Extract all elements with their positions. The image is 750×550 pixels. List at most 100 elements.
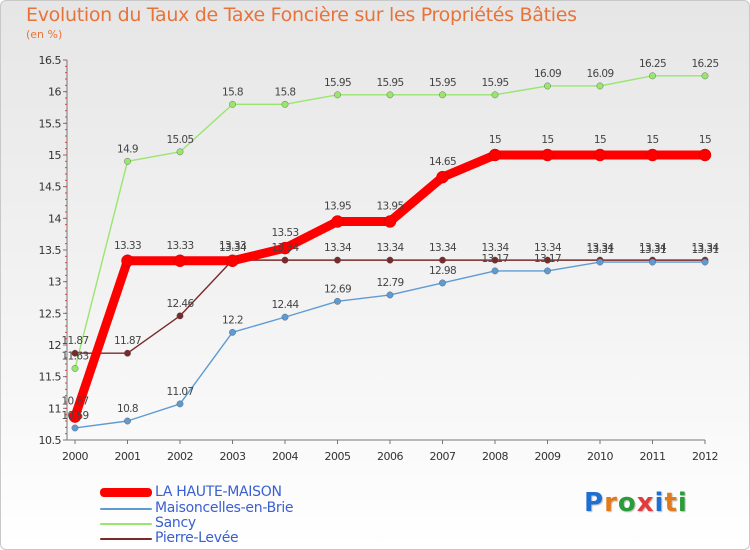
legend-label: Sancy <box>155 515 196 531</box>
data-point <box>124 349 131 357</box>
y-tick-label: 15.5 <box>39 117 62 130</box>
logo-letter: x <box>636 488 655 518</box>
y-tick-label: 11.5 <box>39 371 62 384</box>
data-point <box>334 256 341 264</box>
data-label: 15.8 <box>275 86 296 98</box>
data-label: 13.34 <box>691 242 719 254</box>
legend-swatch <box>100 523 152 525</box>
data-point <box>439 279 446 287</box>
data-label: 15.8 <box>222 86 243 98</box>
data-point <box>439 91 446 99</box>
data-point <box>71 365 79 372</box>
y-tick-label: 12 <box>48 339 61 352</box>
data-point <box>488 148 502 162</box>
data-label: 12.79 <box>376 277 403 289</box>
data-point <box>281 313 289 321</box>
legend-swatch <box>100 488 152 497</box>
data-label: 13.53 <box>271 227 298 239</box>
data-point <box>593 148 607 162</box>
unit-label: (en %) <box>26 28 63 41</box>
logo-letter: i <box>654 488 665 518</box>
data-label: 12.44 <box>271 299 299 311</box>
data-point <box>226 254 239 268</box>
x-tick-label: 2005 <box>325 450 351 463</box>
data-label: 13.95 <box>324 201 351 213</box>
data-point <box>649 72 656 80</box>
chart-title: Evolution du Taux de Taxe Foncière sur l… <box>26 4 577 26</box>
data-point <box>124 417 131 425</box>
data-point <box>596 258 604 266</box>
x-tick-label: 2011 <box>640 450 666 463</box>
data-label: 15 <box>489 134 501 146</box>
data-label: 13.31 <box>586 244 613 256</box>
data-point <box>541 148 554 162</box>
data-label: 13.34 <box>219 242 247 254</box>
data-label: 11.87 <box>61 335 88 347</box>
data-label: 11.07 <box>166 386 193 398</box>
data-label: 10.69 <box>61 410 88 422</box>
data-point <box>701 258 709 266</box>
legend-swatch <box>100 508 152 510</box>
data-label: 13.31 <box>639 244 666 256</box>
data-label: 10.8 <box>117 403 138 415</box>
x-tick-label: 2012 <box>692 450 718 463</box>
data-point <box>544 256 551 264</box>
x-tick-label: 2000 <box>62 450 88 463</box>
data-label: 12.46 <box>166 298 194 310</box>
data-label: 13.17 <box>481 253 508 265</box>
data-point <box>383 215 397 228</box>
data-label: 11.63 <box>61 350 88 362</box>
data-label: 13.34 <box>586 242 614 254</box>
data-label: 15 <box>699 134 711 146</box>
y-tick-label: 10.5 <box>39 434 62 447</box>
data-label: 13.95 <box>376 201 403 213</box>
data-label: 12.2 <box>222 314 243 326</box>
data-label: 12.98 <box>429 265 456 277</box>
data-label: 13.34 <box>324 242 352 254</box>
data-point <box>544 267 551 275</box>
x-tick-label: 2007 <box>430 450 456 463</box>
data-point <box>701 72 709 80</box>
legend-label: Pierre-Levée <box>155 530 239 546</box>
data-label: 15 <box>594 134 606 146</box>
y-tick-label: 16 <box>48 86 61 99</box>
data-label: 13.34 <box>639 242 667 254</box>
data-label: 12.69 <box>324 283 351 295</box>
legend-label: LA HAUTE-MAISON <box>155 484 282 500</box>
data-point <box>121 254 134 268</box>
data-point <box>386 256 394 264</box>
data-point <box>386 291 394 299</box>
data-point <box>281 256 289 264</box>
y-tick-label: 16.5 <box>39 54 62 67</box>
data-point <box>278 241 292 255</box>
logo-letter: t <box>664 488 678 518</box>
data-point <box>176 148 184 156</box>
data-point <box>281 100 289 108</box>
data-label: 13.34 <box>271 242 299 254</box>
x-tick-label: 2004 <box>272 450 298 463</box>
data-label: 13.34 <box>429 242 457 254</box>
data-label: 15 <box>646 134 658 146</box>
data-point <box>646 148 659 162</box>
legend-swatch <box>100 538 152 540</box>
data-point <box>71 424 79 432</box>
data-point <box>176 400 184 408</box>
data-label: 13.17 <box>534 253 561 265</box>
data-point <box>649 258 656 266</box>
data-label: 13.31 <box>691 244 718 256</box>
data-label: 13.33 <box>114 240 141 252</box>
data-label: 16.25 <box>691 58 718 70</box>
data-label: 16.09 <box>534 68 561 80</box>
x-tick-label: 2002 <box>167 450 193 463</box>
data-point <box>436 170 449 184</box>
data-label: 14.9 <box>117 143 138 155</box>
data-label: 15 <box>541 134 553 146</box>
data-point <box>68 410 82 423</box>
x-tick-label: 2001 <box>115 450 141 463</box>
x-tick-label: 2009 <box>535 450 561 463</box>
x-tick-label: 2006 <box>377 450 403 463</box>
data-label: 15.95 <box>429 77 456 89</box>
data-point <box>491 91 499 99</box>
logo-letter: r <box>604 488 618 518</box>
